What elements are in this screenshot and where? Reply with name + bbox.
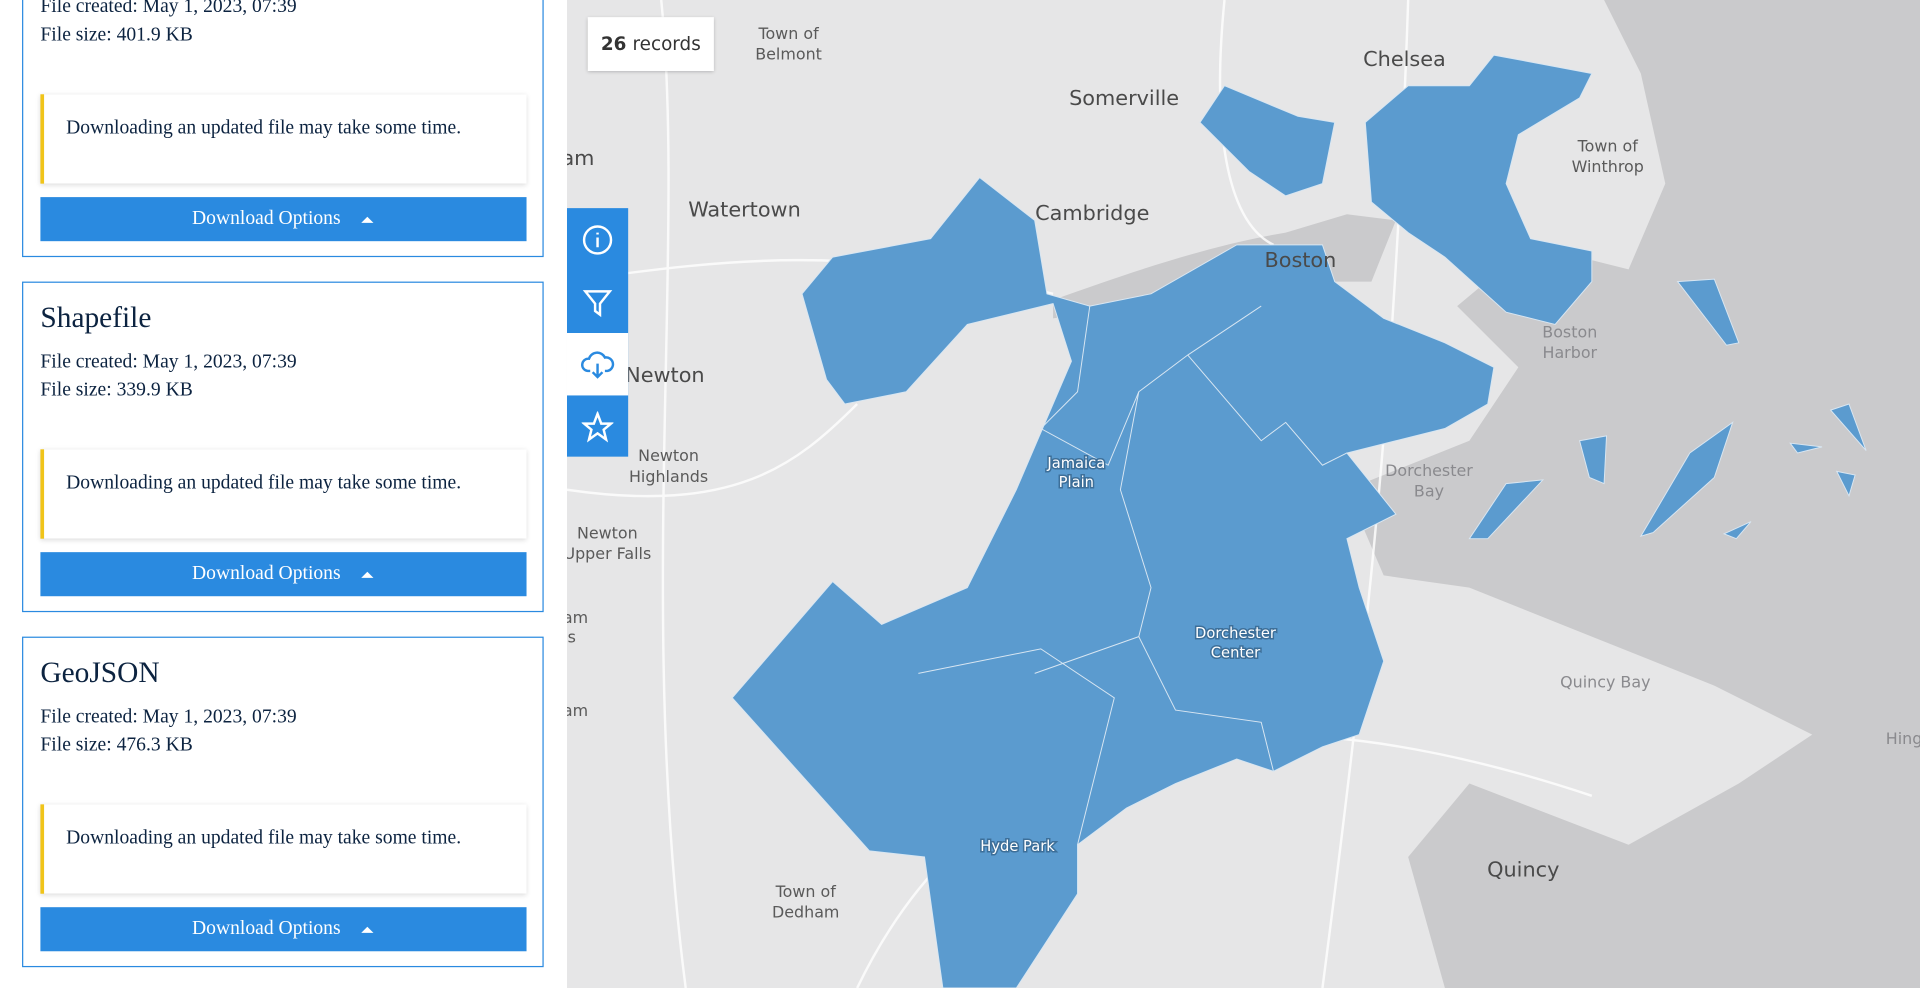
map-label: Town of (1577, 136, 1639, 155)
download-tool[interactable] (566, 333, 629, 396)
map-label: Jamaica (1046, 455, 1105, 472)
file-created: File created: May 1, 2023, 07:39 (40, 0, 297, 18)
file-card: Shapefile File created: May 1, 2023, 07:3… (22, 281, 544, 613)
button-label: Download Options (192, 918, 341, 940)
map-label: Upper Falls (567, 544, 651, 563)
map-label: Harbor (1542, 343, 1597, 362)
map-label: s (568, 627, 576, 646)
toolbar (566, 208, 629, 457)
map-label: Highlands (629, 467, 708, 486)
filter-tool[interactable] (567, 271, 628, 333)
records-label: records (632, 33, 701, 56)
caret (361, 571, 374, 578)
records-badge: 26 records (587, 17, 714, 72)
map-label: Quincy (1487, 857, 1559, 881)
map-label: Newton (625, 363, 704, 387)
info-tool[interactable] (567, 208, 628, 270)
map-label: Town of (775, 882, 837, 901)
caret (361, 926, 374, 933)
map-label: Watertown (688, 198, 801, 222)
download-button[interactable]: Download Options (40, 907, 527, 952)
file-created: File created: May 1, 2023, 07:39 (40, 706, 297, 728)
map-label: am (567, 146, 595, 170)
notice: Downloading an updated file may take som… (40, 804, 526, 894)
water (1346, 0, 1920, 988)
button-label: Download Options (192, 563, 341, 584)
download-button[interactable]: Download Options (40, 197, 527, 242)
file-size: File size: 401.9 KB (40, 24, 193, 46)
map-label: am (567, 608, 588, 627)
map-label: Bay (1414, 482, 1444, 501)
file-size: File size: 339.9 KB (40, 379, 193, 401)
notice: Downloading an updated file may take som… (40, 449, 526, 539)
boston-area (731, 54, 1867, 988)
map-label: Quincy Bay (1560, 673, 1650, 692)
records-count: 26 (600, 33, 627, 56)
caret (361, 216, 374, 223)
caret-icon (361, 926, 374, 933)
caret-icon (361, 216, 374, 223)
caret-icon (361, 571, 374, 578)
map-label: Hyde Park (980, 838, 1055, 855)
map-label: Dedham (772, 903, 839, 922)
map-label: Hing (1886, 729, 1920, 748)
map-label: Boston (1264, 248, 1336, 272)
file-card: File created: May 1, 2023, 07:39 File siz… (22, 0, 544, 258)
button-label: Download Options (192, 208, 341, 229)
download-button[interactable]: Download Options (40, 552, 527, 597)
map-label: Cambridge (1035, 201, 1149, 225)
card-title: Shapefile (40, 302, 152, 335)
map-label: Chelsea (1363, 47, 1446, 71)
card-title: GeoJSON (40, 657, 160, 690)
map-label: am (567, 701, 588, 720)
map-label: Newton (577, 523, 638, 542)
map-label: Belmont (755, 44, 822, 63)
map-label: Boston (1542, 323, 1597, 342)
map-label: Somerville (1069, 86, 1179, 110)
file-card: GeoJSON File created: May 1, 2023, 07:39 F… (22, 636, 544, 968)
map-label: Winthrop (1572, 157, 1644, 176)
map-label: Center (1211, 644, 1261, 661)
notice: Downloading an updated file may take som… (40, 94, 526, 184)
map-label: Plain (1059, 474, 1094, 491)
district-lines (918, 305, 1348, 845)
map-label: Newton (638, 446, 699, 465)
map-label: Town of (757, 24, 819, 43)
map-label: Dorchester (1195, 625, 1277, 642)
sidebar: File created: May 1, 2023, 07:39 File siz… (0, 0, 567, 988)
map-label: Dorchester (1385, 461, 1473, 480)
favorite-tool[interactable] (567, 395, 628, 457)
file-size: File size: 476.3 KB (40, 734, 193, 756)
file-created: File created: May 1, 2023, 07:39 (40, 351, 297, 373)
